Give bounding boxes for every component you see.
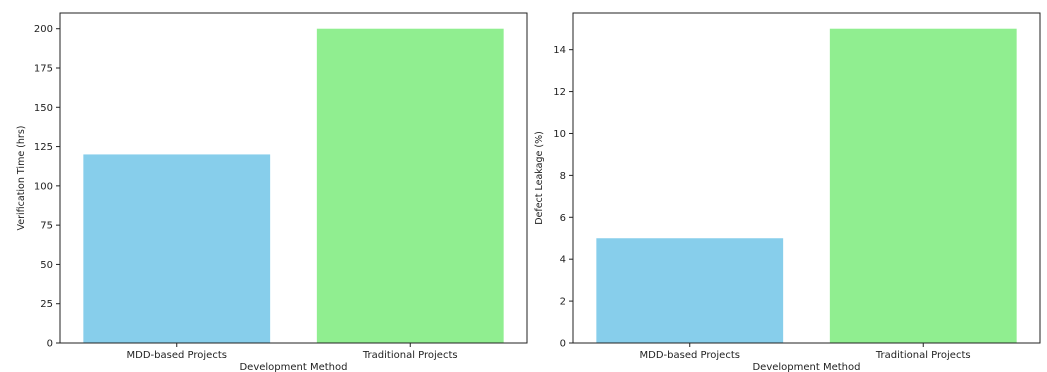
y-tick-label: 12 [553, 87, 566, 98]
x-tick-label: Traditional Projects [875, 350, 971, 361]
y-tick-label: 100 [34, 181, 53, 192]
plot-frame [572, 12, 1041, 344]
y-tick-label: 50 [40, 260, 53, 271]
y-tick-label: 6 [560, 213, 566, 224]
plot-frame [59, 12, 528, 344]
y-tick-label: 2 [560, 297, 566, 308]
y-tick-label: 175 [34, 64, 53, 75]
bar-traditional-projects [316, 28, 504, 343]
y-tick-label: 4 [560, 255, 566, 266]
x-tick-label: MDD-based Projects [640, 350, 740, 361]
y-tick-label: 125 [34, 142, 53, 153]
y-tick-label: 25 [40, 299, 53, 310]
bar-mdd-based-projects [83, 154, 271, 343]
x-axis-label: Development Method [752, 362, 860, 372]
y-tick-label: 0 [560, 339, 566, 350]
y-axis-label: Verification Time (hrs) [16, 126, 27, 231]
verification-time-chart: MDD-based Projects Traditional Projects 0 2… [16, 12, 528, 372]
y-tick-label: 10 [553, 129, 566, 140]
y-axis-label: Defect Leakage (%) [534, 131, 545, 225]
y-tick-label: 0 [47, 339, 53, 350]
y-tick-label: 75 [40, 221, 53, 232]
bar-traditional-projects [829, 28, 1017, 343]
x-tick-label: Traditional Projects [362, 350, 458, 361]
x-tick-label: MDD-based Projects [127, 350, 227, 361]
y-tick-label: 150 [34, 103, 53, 114]
y-tick-label: 200 [34, 24, 53, 35]
x-axis-label: Development Method [239, 362, 347, 372]
y-tick-label: 14 [553, 45, 566, 56]
bar-mdd-based-projects [596, 238, 784, 343]
y-tick-label: 8 [560, 171, 566, 182]
defect-leakage-chart: MDD-based Projects Traditional Projects 0 2… [534, 12, 1041, 372]
